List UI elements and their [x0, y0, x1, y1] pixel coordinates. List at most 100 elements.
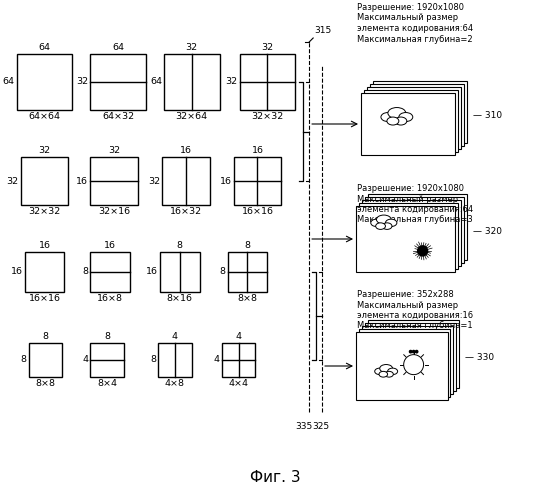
Ellipse shape — [395, 117, 407, 125]
Text: 8×4: 8×4 — [97, 379, 117, 388]
Text: — 310: — 310 — [473, 112, 502, 120]
Text: 32: 32 — [226, 78, 238, 86]
Text: Разрешение: 1920x1080: Разрешение: 1920x1080 — [357, 184, 464, 193]
Text: 16×16: 16×16 — [29, 294, 60, 303]
Text: элемента кодирования:16: элемента кодирования:16 — [357, 311, 473, 320]
Text: 64: 64 — [150, 78, 162, 86]
Text: 8: 8 — [177, 241, 183, 250]
Circle shape — [416, 350, 418, 353]
Bar — [356, 206, 456, 272]
Bar — [368, 194, 467, 260]
Ellipse shape — [376, 223, 385, 230]
Text: 16×8: 16×8 — [97, 294, 123, 303]
Text: 8×8: 8×8 — [36, 379, 55, 388]
Text: 16: 16 — [146, 268, 158, 276]
Bar — [370, 84, 464, 146]
Text: 8: 8 — [150, 356, 156, 364]
Ellipse shape — [377, 215, 391, 224]
Bar — [90, 157, 138, 205]
Bar — [25, 252, 64, 292]
Bar — [368, 320, 460, 388]
Ellipse shape — [399, 112, 413, 122]
Bar — [233, 157, 281, 205]
Text: 64×32: 64×32 — [102, 112, 134, 121]
Bar — [90, 54, 146, 110]
Bar — [90, 343, 124, 377]
Text: 8: 8 — [42, 332, 48, 341]
Text: 16: 16 — [38, 241, 51, 250]
Text: 32: 32 — [261, 43, 273, 52]
Ellipse shape — [371, 219, 382, 226]
Bar — [359, 203, 458, 269]
Text: 16: 16 — [76, 176, 88, 186]
Bar — [362, 200, 461, 266]
Text: элемента кодирования:64: элемента кодирования:64 — [357, 205, 473, 214]
Text: 32: 32 — [7, 176, 19, 186]
Circle shape — [410, 350, 412, 353]
Bar — [364, 90, 458, 152]
Text: Максимальный размер: Максимальный размер — [357, 300, 458, 310]
Text: 16: 16 — [220, 176, 232, 186]
Bar — [367, 87, 461, 149]
Text: Максимальный размер: Максимальный размер — [357, 14, 458, 22]
Text: 64: 64 — [3, 78, 15, 86]
Text: — 330: — 330 — [466, 354, 495, 362]
Text: 335: 335 — [295, 422, 313, 431]
Text: — 320: — 320 — [473, 226, 502, 235]
Circle shape — [404, 354, 424, 374]
Text: Максимальная глубина=1: Максимальная глубина=1 — [357, 322, 473, 330]
Ellipse shape — [382, 223, 392, 230]
Bar — [362, 326, 453, 394]
Circle shape — [412, 350, 415, 353]
Ellipse shape — [388, 108, 406, 118]
Text: 32: 32 — [186, 43, 198, 52]
Text: 32: 32 — [76, 78, 88, 86]
Text: Разрешение: 1920x1080: Разрешение: 1920x1080 — [357, 3, 464, 12]
Text: 8×8: 8×8 — [238, 294, 257, 303]
Text: 8: 8 — [104, 332, 110, 341]
Ellipse shape — [381, 112, 395, 122]
Bar — [365, 323, 456, 391]
Ellipse shape — [375, 368, 385, 374]
Bar — [361, 93, 456, 155]
Ellipse shape — [387, 117, 399, 125]
Text: 4: 4 — [172, 332, 178, 341]
Bar — [365, 197, 464, 263]
Text: Фиг. 3: Фиг. 3 — [250, 470, 301, 485]
Text: Максимальный размер: Максимальный размер — [357, 194, 458, 203]
Text: 325: 325 — [312, 422, 330, 431]
Ellipse shape — [388, 368, 397, 374]
Text: элемента кодирования:64: элемента кодирования:64 — [357, 24, 473, 33]
Ellipse shape — [379, 372, 388, 377]
Text: 315: 315 — [314, 26, 332, 35]
Bar — [373, 81, 467, 143]
Bar — [162, 157, 210, 205]
Text: 64×64: 64×64 — [29, 112, 60, 121]
Text: 8: 8 — [82, 268, 88, 276]
Bar — [228, 252, 267, 292]
Bar — [158, 343, 192, 377]
Bar — [21, 157, 69, 205]
Text: 16×16: 16×16 — [242, 207, 273, 216]
Text: 8: 8 — [220, 268, 226, 276]
Text: 16: 16 — [104, 241, 116, 250]
Text: 64: 64 — [112, 43, 124, 52]
Text: 16: 16 — [10, 268, 23, 276]
Text: 16×32: 16×32 — [170, 207, 202, 216]
Circle shape — [418, 246, 428, 256]
Bar — [160, 252, 200, 292]
Bar — [359, 329, 451, 397]
Ellipse shape — [380, 364, 393, 372]
Text: 8: 8 — [244, 241, 250, 250]
Text: 32×32: 32×32 — [29, 207, 60, 216]
Bar — [90, 252, 130, 292]
Text: 64: 64 — [38, 43, 51, 52]
Text: 32×64: 32×64 — [176, 112, 208, 121]
Text: 4×8: 4×8 — [165, 379, 185, 388]
Text: 8×16: 8×16 — [167, 294, 193, 303]
Bar — [239, 54, 295, 110]
Text: 32: 32 — [108, 146, 120, 155]
Text: 4: 4 — [236, 332, 242, 341]
Bar — [164, 54, 220, 110]
Bar — [16, 54, 72, 110]
